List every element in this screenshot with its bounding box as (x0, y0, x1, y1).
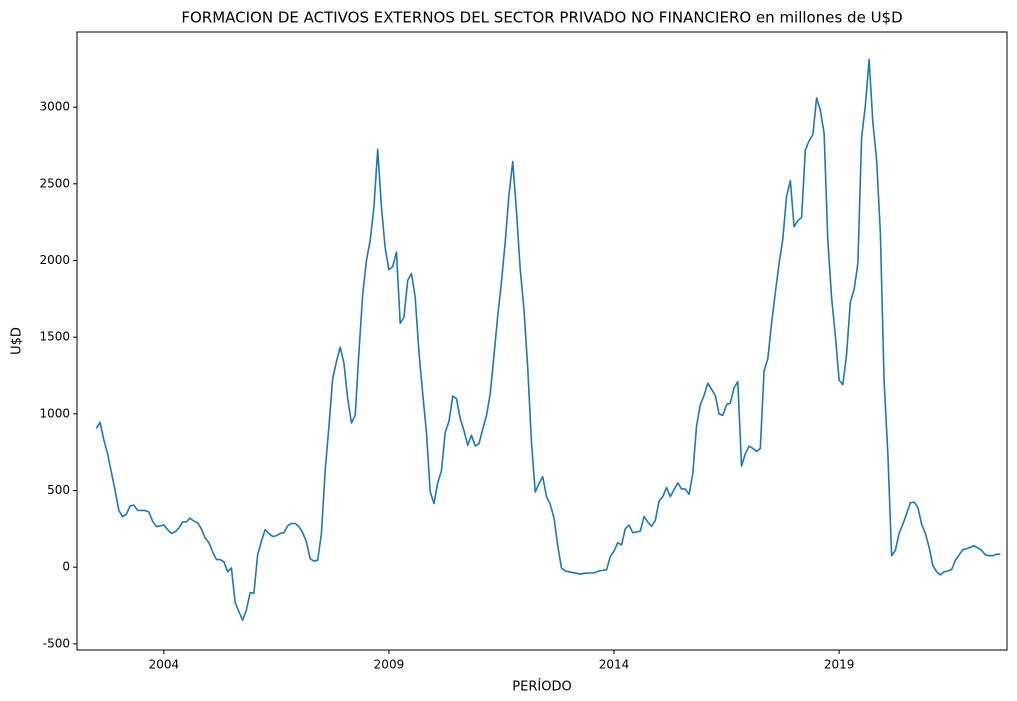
plot-frame (76, 31, 1008, 651)
y-axis-label: U$D (10, 327, 25, 355)
y-tick-label: 500 (47, 483, 70, 497)
y-tick-label: 2500 (39, 176, 70, 190)
x-tick-label: 2009 (374, 658, 405, 672)
y-tick-label: 2000 (39, 253, 70, 267)
x-axis-label: PERÍODO (512, 679, 571, 695)
y-tick-label: 1000 (39, 406, 70, 420)
x-tick-label: 2019 (824, 658, 855, 672)
y-tick-label: 1500 (39, 330, 70, 344)
data-line (95, 58, 1001, 621)
y-tick-label: -500 (43, 636, 70, 650)
x-tick-label: 2014 (599, 658, 630, 672)
x-tick-label: 2004 (149, 658, 180, 672)
chart-title: FORMACION DE ACTIVOS EXTERNOS DEL SECTOR… (181, 9, 902, 27)
y-tick-label: 3000 (39, 100, 70, 114)
y-tick-label: 0 (62, 560, 70, 574)
